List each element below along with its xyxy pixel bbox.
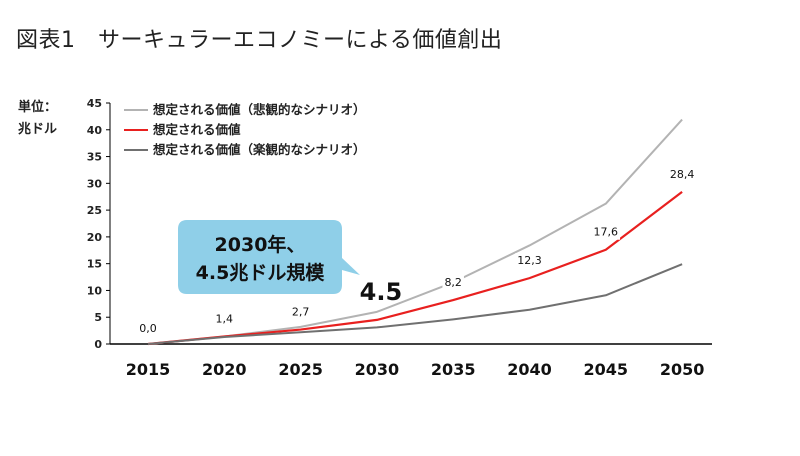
data-label-backdrop xyxy=(442,275,464,291)
figure-title: 図表1 サーキュラーエコノミーによる価値創出 xyxy=(16,28,503,53)
callout-bubble xyxy=(178,220,360,294)
y-tick-label: 35 xyxy=(87,151,102,164)
legend-label: 想定される価値（楽観的なシナリオ） xyxy=(152,142,366,157)
x-axis: 2015 2020 2025 2030 2035 2040 2045 2050 xyxy=(110,343,712,379)
data-labels: 0,0 1,4 2,7 4.5 8,2 12,3 17,6 28,4 xyxy=(137,166,697,336)
y-tick-label: 15 xyxy=(87,258,102,271)
data-label: 4.5 xyxy=(360,278,403,306)
legend: 想定される価値（悲観的なシナリオ） 想定される価値想定される価値（楽観的なシナリオ… xyxy=(124,102,366,157)
callout-text: 2030年、 xyxy=(215,233,306,256)
y-tick-label: 30 xyxy=(87,177,103,190)
y-axis: 0 5 10 15 20 25 30 35 40 45 xyxy=(87,97,111,351)
callout-text: 4.5兆ドル規模 xyxy=(196,261,326,284)
data-label: 8,2 xyxy=(444,276,462,289)
data-label: 12,3 xyxy=(517,254,542,267)
callout: 2030年、 4.5兆ドル規模 xyxy=(178,220,360,294)
y-tick-label: 0 xyxy=(94,338,102,351)
legend-label: 想定される価値 xyxy=(152,122,241,137)
data-label-backdrop xyxy=(591,224,621,240)
x-tick-label: 2040 xyxy=(507,360,552,379)
x-tick-label: 2050 xyxy=(660,360,705,379)
x-tick-label: 2020 xyxy=(202,360,247,379)
y-tick-label: 20 xyxy=(87,231,103,244)
data-label: 2,7 xyxy=(292,306,310,319)
series-line xyxy=(147,263,683,345)
data-label-backdrop xyxy=(289,304,312,320)
unit-label: 単位： 兆ドル xyxy=(18,99,57,137)
data-label: 0,0 xyxy=(139,322,157,335)
unit-label-line: 兆ドル xyxy=(18,121,57,137)
data-label: 1,4 xyxy=(216,313,234,326)
y-tick-label: 25 xyxy=(87,204,102,217)
x-tick-label: 2025 xyxy=(278,360,323,379)
legend-label: 想定される価値（悲観的なシナリオ） xyxy=(152,102,366,117)
y-tick-label: 40 xyxy=(87,124,103,137)
data-label-backdrop xyxy=(213,311,236,327)
series-lines xyxy=(147,118,683,346)
data-label-backdrop xyxy=(137,321,159,336)
x-tick-label: 2045 xyxy=(584,360,629,379)
unit-label-line: 単位： xyxy=(18,99,57,115)
data-label: 17,6 xyxy=(594,226,619,239)
x-tick-label: 2030 xyxy=(355,360,400,379)
data-label: 28,4 xyxy=(670,168,695,181)
y-tick-label: 5 xyxy=(94,311,102,324)
y-tick-label: 10 xyxy=(87,284,103,297)
data-label-backdrop xyxy=(667,166,697,182)
data-label-backdrop xyxy=(515,253,544,269)
x-tick-label: 2015 xyxy=(126,360,171,379)
x-tick-label: 2035 xyxy=(431,360,476,379)
y-tick-label: 45 xyxy=(87,97,102,110)
